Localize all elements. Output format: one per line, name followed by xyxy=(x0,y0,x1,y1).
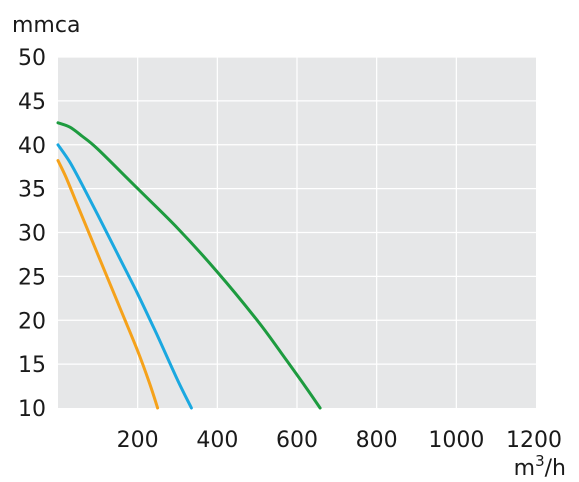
y-tick-label: 50 xyxy=(18,46,46,71)
x-axis-title-sup: 3 xyxy=(535,452,545,470)
x-tick-label: 600 xyxy=(276,428,318,453)
y-tick-label: 35 xyxy=(18,178,46,203)
y-tick-label: 25 xyxy=(18,265,46,290)
series-line-1 xyxy=(56,159,160,410)
x-axis-title-tail: /h xyxy=(545,456,566,481)
series-layer xyxy=(56,121,322,410)
x-tick-label: 1200 xyxy=(506,428,562,453)
series-line-3 xyxy=(56,121,322,410)
x-tick-label: 800 xyxy=(356,428,398,453)
x-axis-title: m3/h xyxy=(514,452,566,481)
y-tick-label: 30 xyxy=(18,222,46,247)
series-line-2 xyxy=(56,143,193,410)
x-tick-label: 400 xyxy=(196,428,238,453)
y-axis-title: mmca xyxy=(12,13,80,38)
y-tick-label: 20 xyxy=(18,309,46,334)
x-axis-ticks: 200 400 600 800 1000 1200 xyxy=(117,428,562,453)
y-tick-label: 45 xyxy=(18,90,46,115)
y-axis-ticks: 10 15 20 25 30 35 40 45 50 xyxy=(18,46,46,422)
x-axis-title-base: m xyxy=(514,456,535,481)
y-tick-label: 15 xyxy=(18,353,46,378)
y-tick-label: 40 xyxy=(18,134,46,159)
grid-lines xyxy=(58,56,536,408)
y-tick-label: 10 xyxy=(18,397,46,422)
x-tick-label: 1000 xyxy=(428,428,484,453)
x-tick-label: 200 xyxy=(117,428,159,453)
